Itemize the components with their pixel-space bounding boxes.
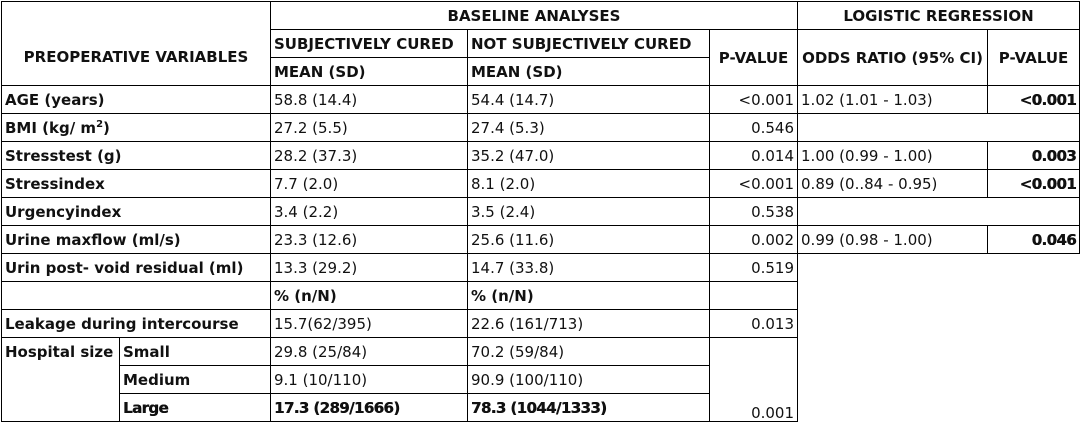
odds-ratio-header: ODDS RATIO (95% CI) — [797, 29, 989, 86]
empty-cell — [797, 197, 1080, 226]
cured-value: 13.3 (29.2) — [270, 253, 468, 282]
p-value: 0.519 — [708, 253, 799, 282]
not-subjectively-cured-header: NOT SUBJECTIVELY CURED — [467, 29, 710, 58]
cured-value: 17.3 (289/1666) — [270, 393, 468, 422]
p-value: 0.001 — [708, 337, 799, 422]
mean-sd-header: MEAN (SD) — [467, 57, 710, 86]
mean-sd-header: MEAN (SD) — [270, 57, 468, 86]
not-cured-value: 78.3 (1044/1333) — [467, 393, 710, 422]
not-cured-value: 35.2 (47.0) — [467, 141, 710, 170]
empty-cell — [708, 281, 799, 310]
row-label: Urgencyindex — [1, 197, 271, 226]
row-label: AGE (years) — [1, 85, 271, 114]
not-cured-value: 25.6 (11.6) — [467, 225, 710, 254]
table-row: AGE (years) 58.8 (14.4) 54.4 (14.7) <0.0… — [1, 85, 1080, 114]
p-value: 0.013 — [708, 309, 799, 338]
row-label: Hospital size — [1, 337, 120, 366]
odds-ratio: 1.00 (0.99 - 1.00) — [797, 141, 989, 170]
row-label: Urine maxflow (ml/s) — [1, 225, 271, 254]
empty-cell — [1, 393, 120, 422]
not-cured-value: 3.5 (2.4) — [467, 197, 710, 226]
p-value: <0.001 — [708, 169, 799, 198]
table-row: Urgencyindex 3.4 (2.2) 3.5 (2.4) 0.538 — [1, 197, 1080, 226]
subjectively-cured-header: SUBJECTIVELY CURED — [270, 29, 468, 58]
not-cured-value: 27.4 (5.3) — [467, 113, 710, 142]
cured-value: 15.7(62/395) — [270, 309, 468, 338]
cured-value: 29.8 (25/84) — [270, 337, 468, 366]
not-cured-value: 54.4 (14.7) — [467, 85, 710, 114]
cured-value: 27.2 (5.5) — [270, 113, 468, 142]
cured-value: 58.8 (14.4) — [270, 85, 468, 114]
empty-cell — [1, 365, 120, 394]
not-cured-value: 90.9 (100/110) — [467, 365, 710, 394]
p-value: 0.002 — [708, 225, 799, 254]
header-blank — [1, 1, 271, 30]
p-value: <0.001 — [708, 85, 799, 114]
cured-value: 9.1 (10/110) — [270, 365, 468, 394]
logistic-p-value: 0.003 — [987, 141, 1080, 170]
sub-label: Small — [119, 337, 271, 366]
empty-cell — [797, 113, 1080, 142]
not-cured-value: 22.6 (161/713) — [467, 309, 710, 338]
row-label: Stressindex — [1, 169, 271, 198]
empty-region — [797, 253, 1080, 422]
row-label: BMI (kg/ m2) — [1, 113, 271, 142]
pct-header: % (n/N) — [270, 281, 468, 310]
pct-header: % (n/N) — [467, 281, 710, 310]
odds-ratio: 0.89 (0..84 - 0.95) — [797, 169, 989, 198]
table-row: Urin post- void residual (ml) 13.3 (29.2… — [1, 253, 1080, 422]
table-row: Large 17.3 (289/1666) 78.3 (1044/1333) — [1, 393, 1080, 422]
row-label: Stresstest (g) — [1, 141, 271, 170]
logistic-regression-header: LOGISTIC REGRESSION — [797, 1, 1080, 30]
table-row: Leakage during intercourse 15.7(62/395) … — [1, 309, 1080, 338]
odds-ratio: 1.02 (1.01 - 1.03) — [797, 85, 989, 114]
cured-value: 23.3 (12.6) — [270, 225, 468, 254]
p-value-header: P-VALUE — [708, 29, 799, 86]
table-row: Stressindex 7.7 (2.0) 8.1 (2.0) <0.001 0… — [1, 169, 1080, 198]
table-row: Urine maxflow (ml/s) 23.3 (12.6) 25.6 (1… — [1, 225, 1080, 254]
p-value: 0.538 — [708, 197, 799, 226]
table-row: BMI (kg/ m2) 27.2 (5.5) 27.4 (5.3) 0.546 — [1, 113, 1080, 142]
p-value: 0.014 — [708, 141, 799, 170]
sub-label: Large — [119, 393, 271, 422]
not-cured-value: 14.7 (33.8) — [467, 253, 710, 282]
logistic-p-value: 0.046 — [987, 225, 1080, 254]
not-cured-value: 70.2 (59/84) — [467, 337, 710, 366]
cured-value: 3.4 (2.2) — [270, 197, 468, 226]
logistic-p-value-header: P-VALUE — [987, 29, 1080, 86]
not-cured-value: 8.1 (2.0) — [467, 169, 710, 198]
table-row: Stresstest (g) 28.2 (37.3) 35.2 (47.0) 0… — [1, 141, 1080, 170]
odds-ratio: 0.99 (0.98 - 1.00) — [797, 225, 989, 254]
cured-value: 28.2 (37.3) — [270, 141, 468, 170]
cured-value: 7.7 (2.0) — [270, 169, 468, 198]
preoperative-variables-header: PREOPERATIVE VARIABLES — [1, 29, 271, 86]
table-row: Medium 9.1 (10/110) 90.9 (100/110) — [1, 365, 1080, 394]
logistic-p-value: <0.001 — [987, 85, 1080, 114]
sub-label: Medium — [119, 365, 271, 394]
results-table: BASELINE ANALYSES LOGISTIC REGRESSION PR… — [1, 1, 1080, 422]
row-label: Leakage during intercourse — [1, 309, 271, 338]
empty-cell — [1, 281, 271, 310]
table-row: Hospital size Small 29.8 (25/84) 70.2 (5… — [1, 337, 1080, 422]
baseline-analyses-header: BASELINE ANALYSES — [269, 1, 799, 30]
p-value: 0.546 — [708, 113, 799, 142]
logistic-p-value: <0.001 — [987, 169, 1080, 198]
row-label: Urin post- void residual (ml) — [1, 253, 271, 282]
